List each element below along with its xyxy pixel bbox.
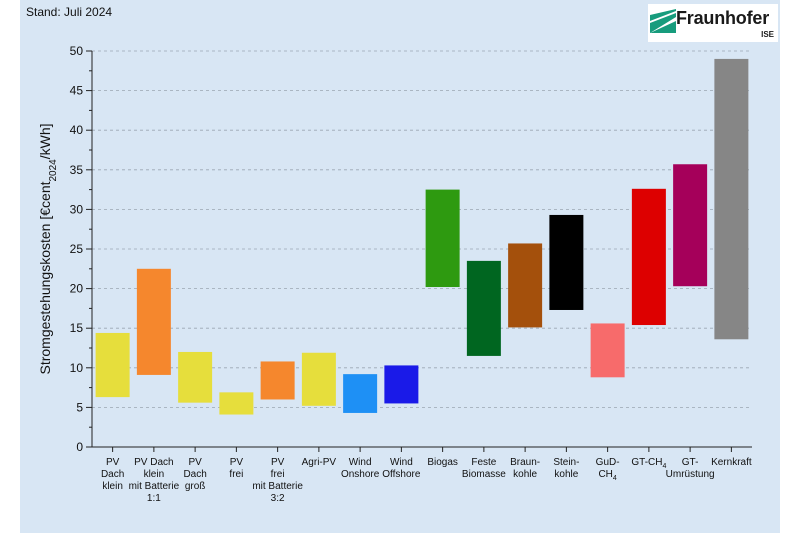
category-label: GuD-CH4 <box>596 457 620 482</box>
y-axis-label: Stromgestehungskosten [€cent2024/kWh] <box>37 123 59 374</box>
stand-date-label: Stand: Juli 2024 <box>26 5 113 19</box>
y-tick-label: 10 <box>70 361 84 375</box>
category-label: PV Dach klein mit Batterie 1:1 <box>129 457 180 504</box>
y-tick-label: 45 <box>70 84 84 98</box>
category-label: PV frei <box>229 457 243 480</box>
range-bar <box>631 188 666 326</box>
y-tick-label: 5 <box>76 400 83 414</box>
range-bar <box>590 323 625 378</box>
range-bar <box>178 351 213 403</box>
range-bar <box>508 243 543 328</box>
range-bar <box>343 374 378 413</box>
y-tick-label: 25 <box>70 242 84 256</box>
category-label: Wind Offshore <box>382 457 421 480</box>
logo-subtitle: ISE <box>761 30 774 39</box>
range-bar <box>714 58 749 340</box>
category-label: Biogas <box>427 457 458 468</box>
y-tick-label: 35 <box>70 163 84 177</box>
range-bar <box>384 365 419 404</box>
range-bar <box>260 361 295 400</box>
category-label: Agri-PV <box>302 457 337 468</box>
y-tick-label: 50 <box>70 44 84 58</box>
range-bar <box>301 352 336 406</box>
range-bar <box>466 260 501 356</box>
logo-wordmark: Fraunhofer <box>676 8 770 28</box>
category-label: Feste Biomasse <box>462 457 506 480</box>
fraunhofer-logo: Fraunhofer ISE <box>648 4 778 42</box>
category-label: GT-CH4 <box>631 457 666 470</box>
category-label: PV frei mit Batterie 3:2 <box>252 457 303 504</box>
y-tick-label: 15 <box>70 321 84 335</box>
range-bar <box>219 392 254 415</box>
range-bar <box>425 189 460 288</box>
range-bar <box>95 332 130 398</box>
y-tick-label: 40 <box>70 123 84 137</box>
category-label: Stein-kohle <box>553 457 579 480</box>
range-bar <box>673 164 708 287</box>
y-tick-label: 20 <box>70 282 84 296</box>
category-label: GT-Umrüstung <box>666 457 715 480</box>
category-label: PV Dach klein <box>101 457 124 492</box>
category-label: Braun-kohle <box>510 457 540 480</box>
y-tick-label: 0 <box>76 440 83 454</box>
fraunhofer-logo-icon <box>650 9 676 33</box>
category-label: Kernkraft <box>711 457 752 468</box>
range-bar <box>549 214 584 310</box>
range-bar <box>136 268 171 375</box>
y-tick-label: 30 <box>70 202 84 216</box>
category-label: Wind Onshore <box>341 457 380 480</box>
category-label: PV Dach groß <box>183 457 206 492</box>
